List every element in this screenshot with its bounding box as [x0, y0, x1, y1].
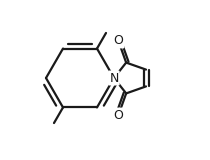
Text: N: N	[109, 72, 119, 84]
Text: O: O	[113, 108, 123, 122]
Text: O: O	[113, 34, 123, 48]
